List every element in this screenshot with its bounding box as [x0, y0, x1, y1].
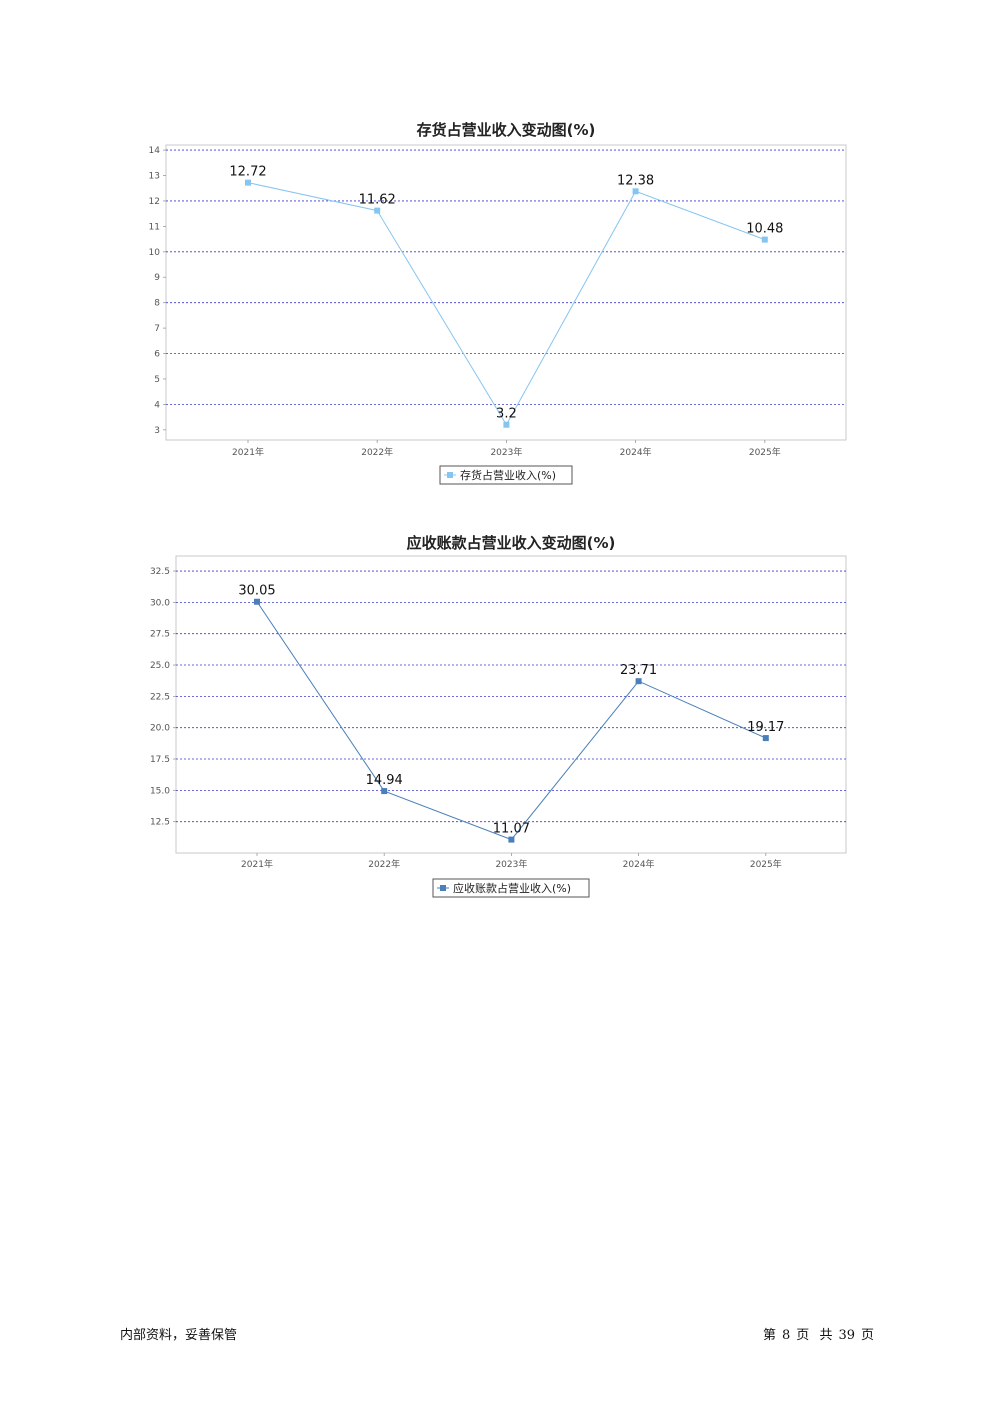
data-label: 19.17	[747, 720, 784, 735]
page-number: 8	[782, 1328, 791, 1343]
y-tick-label: 3	[154, 426, 160, 436]
data-point	[254, 598, 260, 605]
data-point	[762, 735, 769, 742]
data-point	[503, 421, 510, 428]
legend-swatch-marker	[440, 885, 446, 891]
y-tick-label: 30.0	[150, 598, 170, 608]
footer-confidential-note: 内部资料，妥善保管	[120, 1328, 238, 1343]
data-label: 14.94	[366, 773, 403, 788]
y-tick-label: 27.5	[150, 630, 170, 640]
x-tick-label: 2025年	[750, 858, 782, 870]
x-tick-label: 2023年	[495, 858, 527, 870]
page-prefix: 第	[763, 1328, 777, 1343]
legend-box	[432, 878, 590, 898]
legend-swatch-marker	[447, 472, 453, 478]
legend-box	[439, 465, 573, 485]
data-point	[374, 207, 381, 214]
y-tick-label: 25.0	[150, 661, 170, 671]
y-tick-label: 15.0	[150, 786, 170, 796]
x-tick-label: 2025年	[749, 446, 781, 458]
data-label: 10.48	[746, 222, 783, 237]
data-point	[635, 678, 642, 685]
total-word: 页	[861, 1328, 875, 1343]
data-point	[381, 788, 388, 795]
data-label: 12.72	[229, 165, 266, 180]
y-tick-label: 10	[149, 248, 161, 258]
plot-area	[165, 144, 847, 441]
total-pages: 39	[838, 1328, 856, 1343]
page-word: 页	[796, 1328, 810, 1343]
data-label: 11.07	[493, 822, 530, 837]
x-tick-label: 2022年	[368, 858, 400, 870]
legend-entry: 存货占营业收入(%)	[460, 468, 556, 482]
data-label: 23.71	[620, 663, 657, 678]
x-tick-label: 2024年	[623, 858, 655, 870]
y-tick-label: 9	[154, 273, 160, 283]
y-tick-label: 11	[149, 222, 160, 232]
chart-title: 存货占营业收入变动图(%)	[417, 121, 596, 139]
x-tick-label: 2021年	[232, 446, 264, 458]
y-tick-label: 22.5	[150, 692, 170, 702]
y-tick-label: 4	[154, 400, 160, 410]
y-tick-label: 32.5	[150, 567, 170, 577]
data-point	[245, 179, 251, 186]
x-tick-label: 2022年	[361, 446, 393, 458]
y-tick-label: 5	[154, 375, 160, 385]
y-tick-label: 12.5	[150, 818, 170, 828]
data-point	[632, 188, 639, 195]
chart-title: 应收账款占营业收入变动图(%)	[407, 534, 616, 552]
data-point	[508, 836, 515, 843]
x-tick-label: 2024年	[620, 446, 652, 458]
data-label: 30.05	[238, 584, 275, 599]
y-tick-label: 17.5	[150, 755, 170, 765]
plot-area	[175, 555, 847, 854]
y-tick-label: 20.0	[150, 724, 170, 734]
total-prefix: 共	[819, 1328, 833, 1343]
y-tick-label: 14	[149, 146, 161, 156]
data-point	[761, 236, 768, 243]
x-tick-label: 2021年	[241, 858, 273, 870]
y-tick-label: 8	[154, 299, 160, 309]
data-label: 3.2	[496, 407, 517, 422]
data-label: 11.62	[359, 193, 396, 208]
y-tick-label: 13	[149, 172, 160, 182]
legend-entry: 应收账款占营业收入(%)	[453, 881, 571, 895]
data-label: 12.38	[617, 173, 654, 188]
y-tick-label: 7	[154, 324, 160, 334]
y-tick-label: 6	[154, 350, 160, 360]
x-tick-label: 2023年	[490, 446, 522, 458]
y-tick-label: 12	[149, 197, 160, 207]
